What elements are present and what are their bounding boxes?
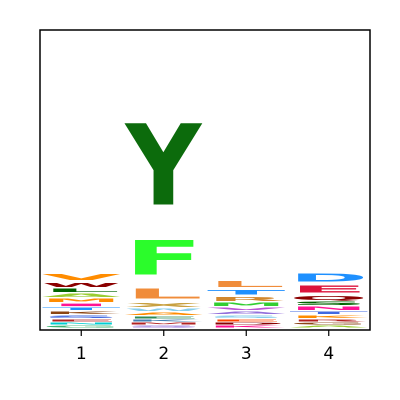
logo-letter-e-pos-4: E	[290, 284, 368, 295]
logo-letter-r-pos-3: R	[207, 296, 285, 302]
logo-letter-n-pos-4: N	[290, 306, 368, 311]
x-tick-label: 4	[323, 344, 334, 364]
logo-letter-d-pos-3: D	[207, 322, 285, 325]
logo-letter-d-pos-4: D	[290, 272, 368, 284]
logo-letter-q-pos-4: Q	[290, 295, 368, 301]
logo-letter-s-pos-2: S	[125, 325, 203, 328]
logo-letter-s-pos-3: S	[207, 315, 285, 319]
logo-letter-v-pos-1: V	[42, 273, 121, 282]
logo-letter-w-pos-2: W	[125, 308, 203, 312]
logo-letter-v-pos-3: V	[207, 307, 286, 311]
plot-frame	[39, 29, 371, 331]
logo-letter-e-pos-2: E	[125, 316, 203, 319]
logo-letter-l-pos-3: L	[207, 280, 285, 289]
logo-letter-i-pos-1: I	[42, 303, 120, 307]
logo-letter-n-pos-1: N	[42, 322, 120, 325]
logo-letter-g-pos-4: G	[290, 322, 368, 325]
x-axis: 1 2 3 4	[76, 330, 334, 364]
logo-letter-e-pos-3: E	[207, 319, 285, 322]
logo-letter-t-pos-4: T	[290, 311, 369, 315]
logo-letter-a-pos-3: A	[207, 311, 286, 315]
logo-letter-s-pos-1: S	[42, 315, 120, 319]
logo-letter-m-pos-2: M	[125, 322, 203, 325]
logo-letter-a-pos-4: A	[290, 325, 369, 328]
logo-letter-e-pos-1: E	[42, 319, 120, 322]
logo-letter-s-pos-4: S	[290, 301, 368, 306]
logo-letter-y-pos-2: Y	[124, 102, 204, 231]
logo-letter-k-pos-4: K	[290, 315, 369, 319]
logo-letter-k-pos-1: K	[42, 311, 121, 315]
logo-letter-w-pos-1: W	[42, 282, 120, 288]
logo-letter-m-pos-3: M	[207, 302, 285, 307]
logo-letter-m-pos-1: M	[42, 298, 120, 303]
logo-letter-g-pos-1: G	[42, 325, 120, 328]
logo-letter-r-pos-4: R	[290, 319, 368, 322]
x-tick-label: 3	[241, 344, 252, 364]
logo-letter-a-pos-2: A	[125, 312, 204, 316]
logo-letter-l-pos-1: L	[42, 288, 120, 293]
plot-area: GNESKTIMALWVSMKEAWXLFYKDESAVMRTLAGRKTNSQ…	[42, 102, 369, 328]
logo-letter-k-pos-2: K	[125, 319, 204, 322]
logo-letter-f-pos-2: F	[125, 231, 203, 286]
logo-letter-t-pos-3: T	[207, 289, 286, 296]
logo-letter-x-pos-2: X	[125, 302, 203, 308]
x-tick-label: 1	[76, 344, 87, 364]
x-tick-label: 2	[158, 344, 169, 364]
logo-letter-l-pos-2: L	[125, 286, 203, 302]
logo-letter-t-pos-1: T	[42, 307, 121, 311]
logo-letter-k-pos-3: K	[207, 325, 286, 328]
logo-letter-a-pos-1: A	[42, 293, 121, 298]
